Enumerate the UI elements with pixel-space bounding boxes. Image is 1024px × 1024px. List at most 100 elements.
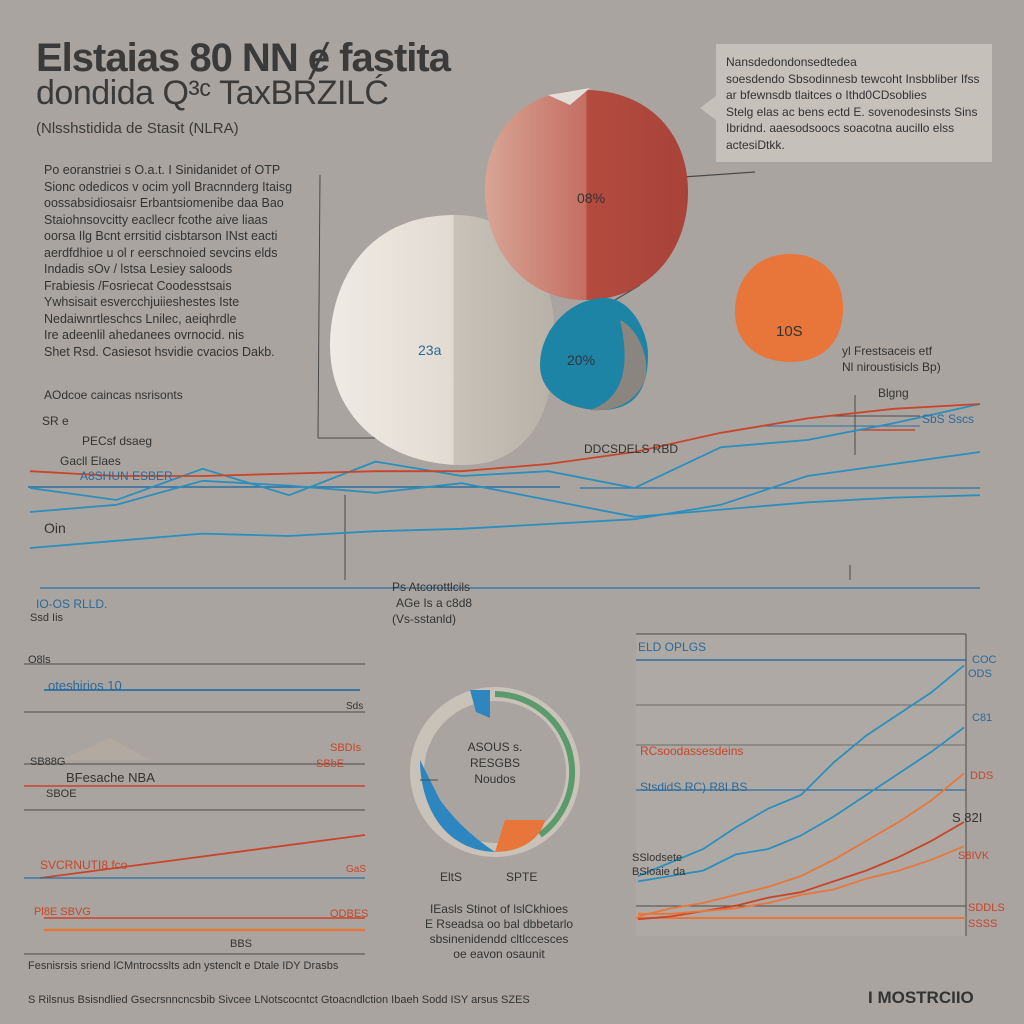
series-label: SSlodsete bbox=[632, 852, 683, 864]
axis-label: O8ls bbox=[28, 654, 51, 666]
right-line-chart-series bbox=[637, 664, 965, 921]
line-label: AOdcoe caincas nsrisonts bbox=[44, 388, 183, 402]
series-line-4 bbox=[29, 403, 981, 477]
callout-tail bbox=[700, 96, 716, 120]
pie-label-teal: 20% bbox=[567, 352, 596, 368]
series-line-2 bbox=[637, 726, 965, 883]
line-label: (Vs-sstanld) bbox=[392, 612, 457, 626]
donut-segment-green bbox=[494, 691, 575, 769]
axis-label: SSSS bbox=[968, 918, 998, 930]
line-label: DDCSDELS RBD bbox=[584, 442, 679, 456]
axis-label: ODS bbox=[968, 668, 992, 680]
donut-marker bbox=[470, 690, 490, 718]
donut-caption-line: E Rseadsa oo bal dbbetarlo bbox=[424, 917, 574, 931]
series-line-3 bbox=[637, 772, 965, 918]
line-label: SbS Sscs bbox=[922, 412, 975, 426]
series-label: StsdidS RC) R8I BS bbox=[640, 780, 748, 794]
series-label: RCsoodassesdeins bbox=[640, 744, 744, 758]
line-label: IO-OS RLLD. bbox=[36, 597, 108, 611]
line-label: AGe Is a c8d8 bbox=[396, 596, 473, 610]
pie-slice-teal-shadow bbox=[590, 320, 647, 411]
right-chart-frame bbox=[636, 633, 967, 936]
line-label: Ps Atcorottlcils bbox=[392, 580, 471, 594]
series-line-1 bbox=[29, 403, 981, 501]
chart-title: ELD OPLGS bbox=[638, 640, 707, 654]
intro-line: aerdfdhioe u ol r eerschnoied sevcins el… bbox=[44, 245, 278, 260]
line-label: Oin bbox=[44, 520, 66, 536]
side-note-line: Nl niroustisicls Bp) bbox=[842, 360, 941, 374]
donut-center-line: Noudos bbox=[474, 772, 516, 786]
series-line-3 bbox=[29, 451, 981, 549]
pie-slice-orange bbox=[735, 254, 843, 362]
callout-box: Nansdedondonsedtedea soesdendo Sbsodinne… bbox=[716, 44, 992, 162]
callout-line: soesdendo Sbsodinnesb tewcoht Insbbliber… bbox=[726, 71, 980, 86]
intro-line: Ire adeenlil ahedanees ovrnocid. nis bbox=[44, 328, 245, 342]
line-label: Gacll Elaes bbox=[60, 454, 121, 468]
chart-background bbox=[636, 634, 966, 936]
line-label: A8SHUN ESBER bbox=[80, 469, 173, 483]
intro-line: oossabsidiosaisr Erbantsiomenibe daa Bao bbox=[44, 196, 284, 210]
axis-label: GaS bbox=[346, 864, 367, 875]
donut-center-line: RESGBS bbox=[469, 756, 520, 770]
intro-line: Sionc odedicos v ocim yoll Bracnnderg It… bbox=[44, 179, 293, 194]
intro-line: Ywhsisait esvercchjuiieshestes Iste bbox=[44, 295, 240, 309]
series-line-5 bbox=[638, 845, 965, 915]
series-label: BSloaie da bbox=[632, 866, 686, 878]
donut-chart bbox=[410, 687, 580, 857]
line-label: Ssd Iis bbox=[30, 612, 64, 624]
series-line-2 bbox=[29, 479, 981, 518]
area-shape bbox=[60, 738, 150, 760]
side-note-line: yl Frestsaceis etf bbox=[842, 344, 933, 358]
axis-label: SB88G bbox=[30, 756, 66, 768]
intro-paragraph: Po eoranstriei s O.a.t. I Sinidanidet of… bbox=[44, 162, 294, 360]
line-label: PECsf dsaeg bbox=[82, 434, 153, 448]
pie-label-red: 08% bbox=[577, 190, 606, 206]
series-line-1 bbox=[637, 664, 965, 877]
donut-caption-line: IEasls Stinot of lslCkhioes bbox=[429, 902, 569, 916]
callout-line: ar bfewnsdb tlaitces o Ithd0CDsoblies bbox=[726, 88, 927, 102]
middle-line-chart-series bbox=[29, 403, 981, 549]
bracket-line bbox=[317, 174, 321, 439]
donut-segment-orange bbox=[495, 820, 545, 852]
pie-slice-red-highlight bbox=[548, 88, 590, 105]
axis-label: SBDIs bbox=[330, 742, 362, 754]
page-title: Elstaias 80 NN ɇ fastita bbox=[36, 36, 451, 80]
pie-label-orange: 10S bbox=[776, 323, 803, 340]
axis-label: Pl8E SBVG bbox=[34, 906, 91, 918]
pie-label-white: 23a bbox=[418, 342, 442, 358]
footer-bottom-note: S Rilsnus Bsisndlied Gsecrsnncncsbib Siv… bbox=[28, 994, 530, 1006]
bottom-left-chart bbox=[24, 663, 366, 955]
donut-caption-line: oe eavon osaunit bbox=[453, 947, 545, 961]
intro-line: Frabiesis /Fosriecat Coodesstsais bbox=[44, 278, 232, 293]
intro-line: Staiohnsovcitty eacllecr fcothe aive lia… bbox=[44, 212, 268, 227]
donut-label: SPTE bbox=[506, 870, 538, 884]
pie-slice-red bbox=[485, 90, 688, 300]
donut-center-line: ASOUS s. bbox=[467, 740, 523, 754]
donut-caption-line: sbsinenidendd cltlccesces bbox=[429, 932, 569, 946]
axis-label: SBbE bbox=[316, 758, 345, 770]
intro-line: Po eoranstriei s O.a.t. I Sinidanidet of… bbox=[44, 163, 281, 177]
axis-label: Sds bbox=[346, 701, 364, 712]
side-note-line: Blgng bbox=[878, 386, 909, 400]
intro-line: Nedaiwnrtleschcs Lnilec, aeiqhrdle bbox=[44, 311, 237, 326]
middle-line-chart bbox=[28, 395, 980, 589]
footer-note: Fesnisrsis sriend lCMntrocsslts adn yste… bbox=[28, 960, 339, 972]
axis-label: S8IVK bbox=[958, 850, 990, 862]
intro-line: oorsa Ilg Bcnt errsitid cisbtarson INst … bbox=[44, 229, 278, 243]
axis-label: DDS bbox=[970, 770, 994, 782]
axis-label: COC bbox=[972, 654, 997, 666]
axis-label: SBOE bbox=[46, 788, 77, 800]
callout-line: Stelg elas ac bens ectd E. sovenodesinst… bbox=[726, 104, 978, 119]
axis-label: C81 bbox=[972, 712, 993, 724]
brand-logo-text: I MOSTRCIIO bbox=[868, 988, 974, 1007]
series-label: BFesache NBA bbox=[66, 770, 155, 785]
callout-line: Nansdedondonsedtedea bbox=[726, 55, 857, 69]
page-subtitle: (Nlsshstidida de Stasit (NLRA) bbox=[36, 120, 239, 137]
intro-line: Indadis sOv / lstsa Lesiey saloods bbox=[44, 262, 233, 276]
intro-line: Shet Rsd. Casiesot hsvidie cvacios Dakb. bbox=[44, 344, 275, 359]
series-label: SVCRNUTI8 fco bbox=[40, 858, 128, 872]
pie-slice-white bbox=[330, 215, 555, 465]
page-title-secondary: dondida Q³ᶜ TaxBRZILĆ bbox=[36, 74, 389, 112]
donut-segment-blue bbox=[420, 760, 495, 852]
